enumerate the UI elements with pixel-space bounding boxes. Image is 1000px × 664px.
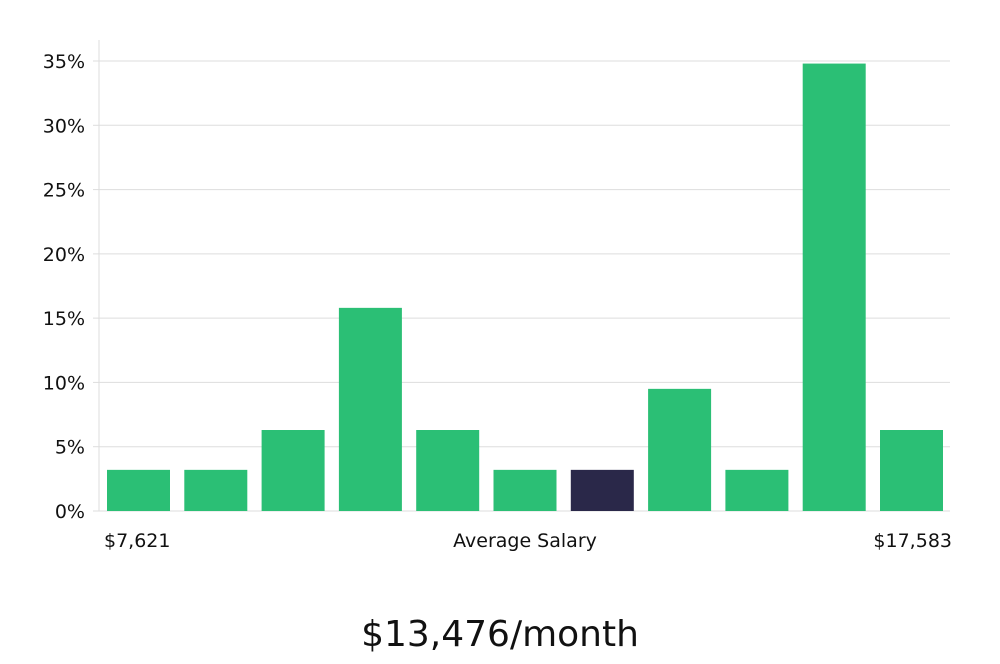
y-tick-label: 20% bbox=[43, 244, 85, 266]
bar bbox=[261, 430, 325, 511]
bar bbox=[648, 388, 712, 511]
bar-current-salary bbox=[570, 469, 634, 511]
y-tick-label: 10% bbox=[43, 372, 85, 394]
bar bbox=[338, 307, 402, 511]
bar bbox=[184, 469, 248, 511]
bar bbox=[725, 469, 789, 511]
x-max-label: $17,583 bbox=[873, 530, 952, 552]
y-tick-label: 25% bbox=[43, 180, 85, 202]
y-tick-label: 30% bbox=[43, 115, 85, 137]
y-tick-label: 35% bbox=[43, 51, 85, 73]
x-min-label: $7,621 bbox=[104, 530, 170, 552]
bar bbox=[880, 430, 943, 511]
average-salary-value: $13,476/month bbox=[361, 614, 639, 655]
y-tick-label: 0% bbox=[55, 501, 85, 523]
x-axis-title: Average Salary bbox=[453, 530, 597, 552]
y-tick-label: 15% bbox=[43, 308, 85, 330]
salary-histogram: 0% 5% 10% 15% 20% 25% 30% 35% $7,621 Average Sala… bbox=[43, 40, 952, 552]
bar bbox=[802, 63, 866, 511]
bar bbox=[416, 430, 480, 511]
y-tick-label: 5% bbox=[55, 437, 85, 459]
bar bbox=[493, 469, 557, 511]
bar bbox=[107, 469, 170, 511]
